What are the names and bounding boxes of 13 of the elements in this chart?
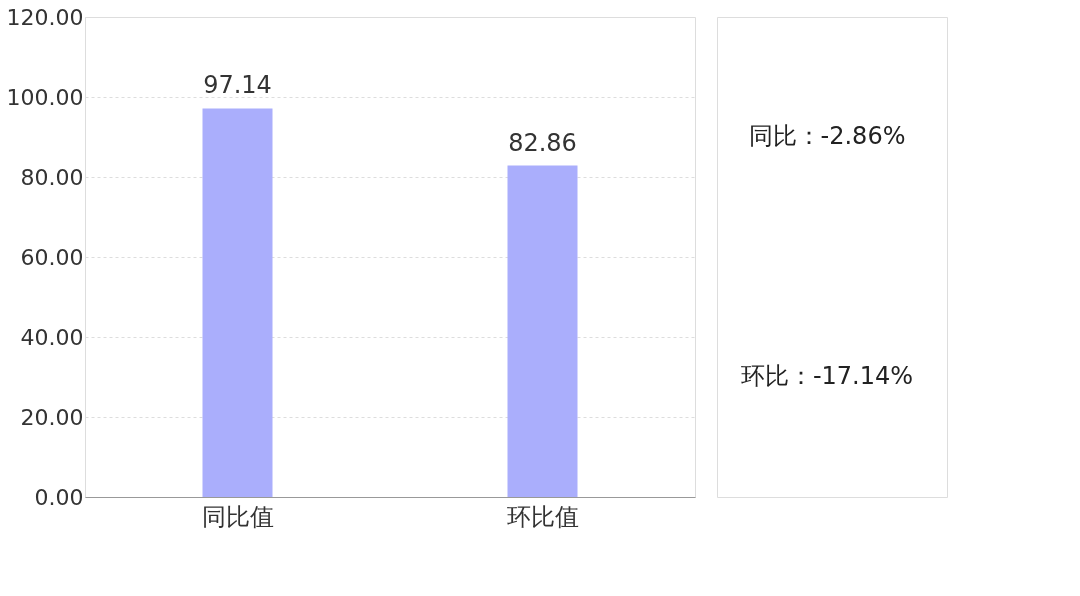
- x-tick-label: 环比值: [506, 502, 579, 531]
- x-tick-label: 同比值: [201, 502, 274, 531]
- y-tick-label: 40.00: [20, 324, 84, 350]
- y-tick-label: 0.00: [34, 484, 84, 510]
- text: 环比：-17.14%: [740, 362, 914, 390]
- data-label: 97.14: [203, 71, 272, 100]
- data-label: 82.86: [508, 128, 577, 157]
- y-tick-label: 20.00: [20, 404, 84, 430]
- y-tick-label: 120.00: [6, 4, 84, 30]
- y-tick-label: 100.00: [6, 84, 84, 110]
- text: 同比：-2.86%: [748, 122, 906, 150]
- y-tick-label: 80.00: [20, 164, 84, 190]
- y-tick-label: 60.00: [20, 244, 84, 270]
